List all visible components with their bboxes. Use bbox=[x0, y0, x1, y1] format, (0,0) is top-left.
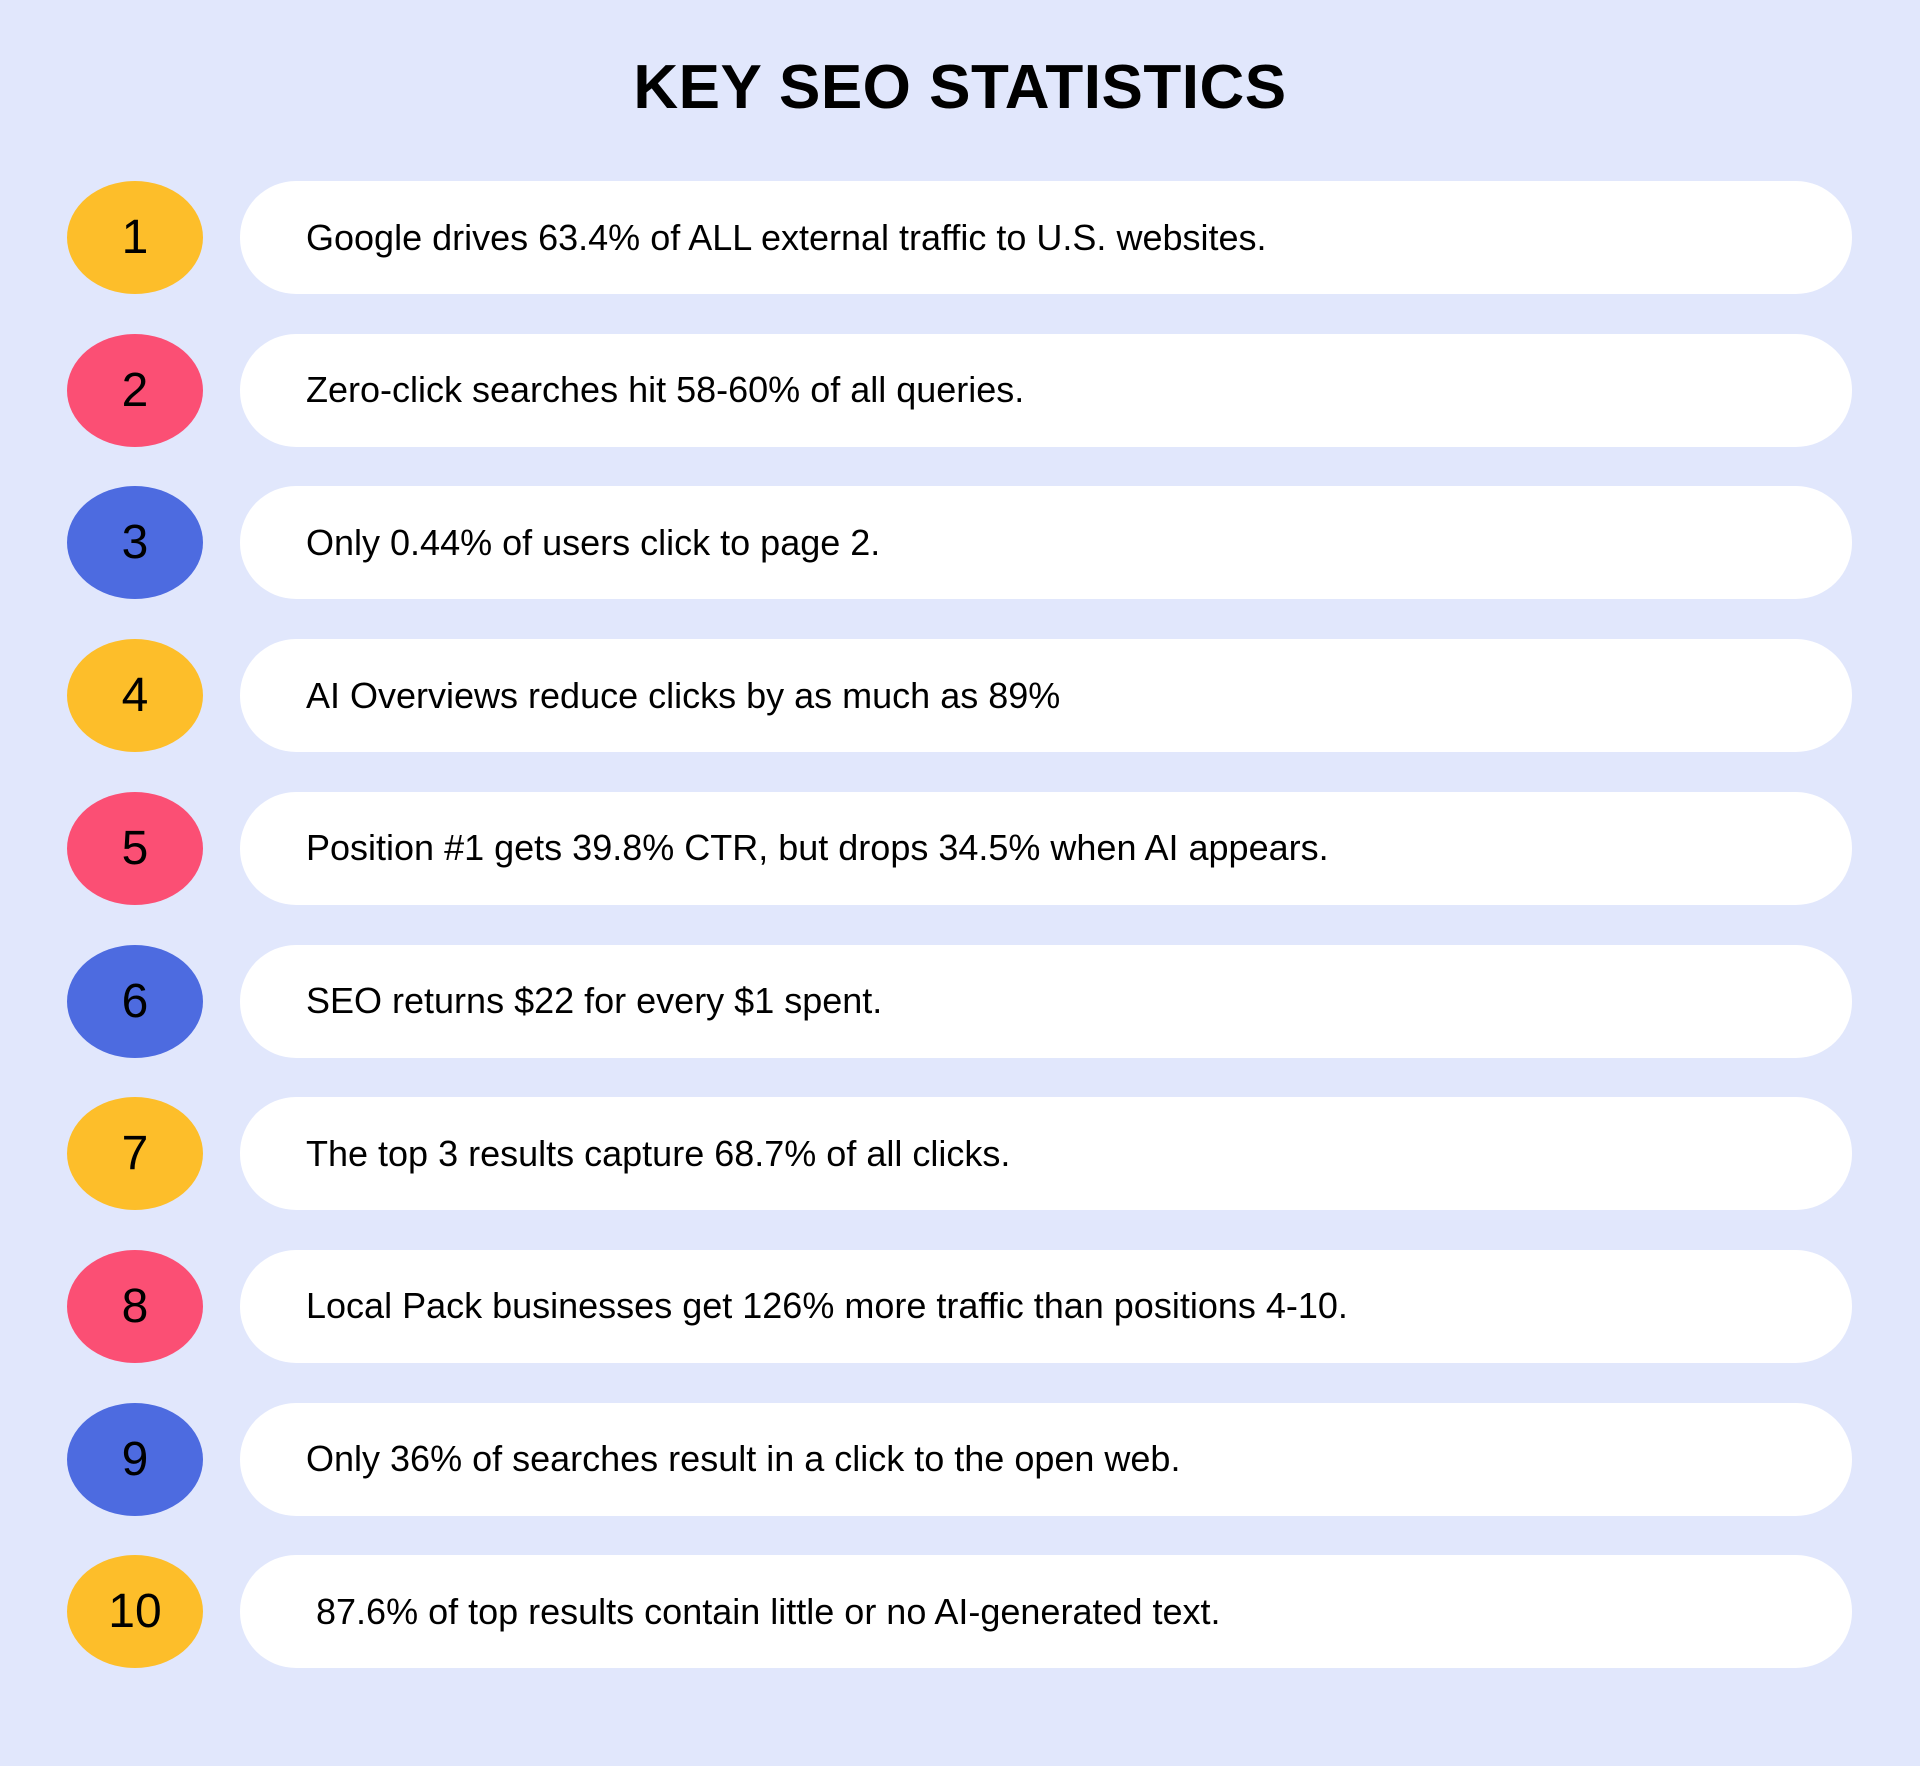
stat-number-badge: 2 bbox=[67, 333, 203, 447]
page-title: KEY SEO STATISTICS bbox=[633, 53, 1287, 122]
stat-card: SEO returns $22 for every $1 spent. bbox=[240, 944, 1852, 1058]
stat-number-badge: 4 bbox=[67, 639, 203, 753]
stat-number-badge: 3 bbox=[67, 486, 203, 600]
stat-row: 7 The top 3 results capture 68.7% of all… bbox=[0, 1097, 1920, 1211]
stat-card: Zero-click searches hit 58-60% of all qu… bbox=[240, 333, 1852, 447]
stat-number-badge: 5 bbox=[67, 791, 203, 905]
stat-text: Position #1 gets 39.8% CTR, but drops 34… bbox=[306, 827, 1329, 869]
stat-card: Only 0.44% of users click to page 2. bbox=[240, 486, 1852, 600]
stat-row: 5 Position #1 gets 39.8% CTR, but drops … bbox=[0, 791, 1920, 905]
stat-card: Local Pack businesses get 126% more traf… bbox=[240, 1249, 1852, 1363]
stat-text: The top 3 results capture 68.7% of all c… bbox=[306, 1132, 1011, 1174]
stat-row: 1 Google drives 63.4% of ALL external tr… bbox=[0, 181, 1920, 294]
stat-row: 8 Local Pack businesses get 126% more tr… bbox=[0, 1249, 1920, 1363]
stat-text: Only 36% of searches result in a click t… bbox=[306, 1438, 1181, 1480]
stat-number-badge: 7 bbox=[67, 1097, 203, 1211]
stat-text: Local Pack businesses get 126% more traf… bbox=[306, 1285, 1348, 1327]
stat-number-badge: 6 bbox=[67, 944, 203, 1058]
stat-card: 87.6% of top results contain little or n… bbox=[240, 1555, 1852, 1669]
stat-text: 87.6% of top results contain little or n… bbox=[306, 1590, 1221, 1632]
stat-card: AI Overviews reduce clicks by as much as… bbox=[240, 639, 1852, 753]
stat-number-badge: 1 bbox=[67, 181, 203, 294]
stat-text: SEO returns $22 for every $1 spent. bbox=[306, 980, 883, 1021]
stat-row: 6 SEO returns $22 for every $1 spent. bbox=[0, 944, 1920, 1058]
stat-text: Zero-click searches hit 58-60% of all qu… bbox=[306, 369, 1025, 411]
stat-number-badge: 9 bbox=[67, 1402, 203, 1516]
stat-card: Google drives 63.4% of ALL external traf… bbox=[240, 181, 1852, 294]
stat-card: Position #1 gets 39.8% CTR, but drops 34… bbox=[240, 791, 1852, 905]
stat-card: Only 36% of searches result in a click t… bbox=[240, 1402, 1852, 1516]
stat-number-badge: 10 bbox=[67, 1555, 203, 1669]
stat-text: Google drives 63.4% of ALL external traf… bbox=[306, 216, 1267, 258]
stat-text: Only 0.44% of users click to page 2. bbox=[306, 521, 881, 563]
stat-text: AI Overviews reduce clicks by as much as… bbox=[306, 674, 1061, 716]
stat-row: 10 87.6% of top results contain little o… bbox=[0, 1555, 1920, 1669]
stat-row: 2 Zero-click searches hit 58-60% of all … bbox=[0, 333, 1920, 447]
stat-row: 4 AI Overviews reduce clicks by as much … bbox=[0, 639, 1920, 753]
stat-number-badge: 8 bbox=[67, 1249, 203, 1363]
stat-row: 3 Only 0.44% of users click to page 2. bbox=[0, 486, 1920, 600]
stat-card: The top 3 results capture 68.7% of all c… bbox=[240, 1097, 1852, 1211]
stat-row: 9 Only 36% of searches result in a click… bbox=[0, 1402, 1920, 1516]
